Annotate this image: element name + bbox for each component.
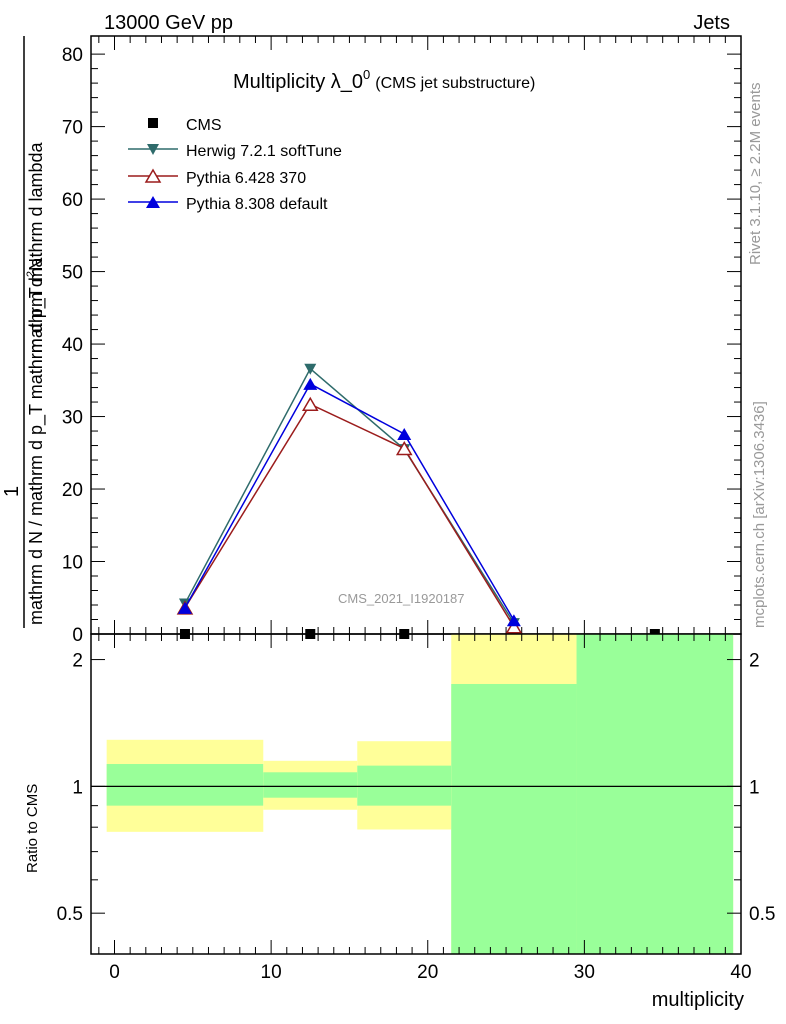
ratio-ylabel: Ratio to CMS <box>24 784 41 873</box>
main-y-tick-label: 0 <box>72 625 83 646</box>
herwig-point <box>304 363 317 375</box>
x-axis-label: multiplicity <box>652 989 744 1011</box>
legend-marker-cms <box>148 118 158 128</box>
pythia8-point <box>177 601 192 614</box>
plot-title-sub: (CMS jet substructure) <box>375 75 535 92</box>
legend-entry-pythia6: Pythia 6.428 370 <box>128 168 306 187</box>
ratio-y-tick-label: 1 <box>72 777 83 798</box>
legend-entry-herwig: Herwig 7.2.1 softTune <box>128 143 342 160</box>
ratio-x-tick-label: 0 <box>109 962 120 983</box>
legend-marker-pythia8 <box>146 196 160 208</box>
ratio-band-green <box>263 772 358 798</box>
pythia8-point <box>506 614 521 627</box>
ratio-x-tick-label: 40 <box>730 962 751 983</box>
pythia8-point <box>303 377 318 390</box>
pythia6-point <box>301 396 319 411</box>
pythia8-line <box>184 382 515 621</box>
ratio-x-tick-label: 30 <box>574 962 595 983</box>
header-left: 13000 GeV pp <box>104 12 233 34</box>
rivet-label: Rivet 3.1.10, ≥ 2.2M events <box>747 83 764 266</box>
ratio-y-tick-label: 2 <box>72 651 83 672</box>
ratio-x-tick-label: 20 <box>417 962 438 983</box>
legend-label-pythia8: Pythia 8.308 default <box>186 196 328 213</box>
main-y-tick-label: 80 <box>62 45 83 66</box>
legend-label-pythia6: Pythia 6.428 370 <box>186 170 306 187</box>
header-right: Jets <box>693 12 730 34</box>
ratio-y-tick-label-right: 2 <box>749 651 760 672</box>
ratio-band-green <box>451 683 577 954</box>
legend-entry-pythia8: Pythia 8.308 default <box>128 196 328 213</box>
main-y-tick-label: 40 <box>62 335 83 356</box>
legend-entry-cms: CMS <box>148 117 222 134</box>
ratio-plot-frame <box>90 633 742 955</box>
legend-label-herwig: Herwig 7.2.1 softTune <box>186 143 342 160</box>
legend-marker-herwig <box>147 144 159 155</box>
pythia6-point <box>505 619 523 634</box>
ylabel-denominator: mathrm d N / mathrm d p_T mathrm d p_T m… <box>26 142 47 625</box>
main-ylabel: 1 mathrm d2N mathrm d N / mathrm d p_T m… <box>1 36 47 628</box>
main-y-tick-label: 30 <box>62 408 83 429</box>
herwig-line <box>184 367 515 624</box>
main-y-tick-label: 20 <box>62 480 83 501</box>
ratio-y-tick-label-right: 1 <box>749 777 760 798</box>
legend-marker-pythia6 <box>144 168 162 183</box>
ratio-plot-panel: 0 10 20 30 40 0.5 0.5 1 1 2 2 <box>57 633 775 983</box>
plot-title-superscript: 0 <box>363 67 370 82</box>
ylabel-numerator-end: N <box>26 258 46 271</box>
pythia8-point <box>397 427 412 440</box>
ratio-x-tick-label: 10 <box>261 962 282 983</box>
ratio-band-green <box>106 764 264 806</box>
main-plot-panel: 0 10 20 30 40 50 60 70 80 <box>62 35 742 646</box>
ratio-band-green <box>576 634 734 954</box>
main-y-tick-label: 50 <box>62 263 83 284</box>
ratio-band-green <box>357 765 452 806</box>
plot-title-main: Multiplicity λ_0 <box>233 71 363 93</box>
legend: CMS Herwig 7.2.1 softTune Pythia 6.428 3… <box>128 117 342 213</box>
main-y-tick-label: 10 <box>62 553 83 574</box>
legend-label-cms: CMS <box>186 117 222 134</box>
ratio-y-tick-label: 0.5 <box>57 904 83 925</box>
analysis-watermark: CMS_2021_I1920187 <box>338 591 465 606</box>
ratio-y-tick-label-right: 0.5 <box>749 904 775 925</box>
ylabel-numerator: mathrm d2N <box>25 258 46 353</box>
ylabel-prefix: 1 <box>1 486 23 497</box>
plot-title: Multiplicity λ_00 (CMS jet substructure) <box>233 67 535 93</box>
pythia6-point <box>395 440 413 456</box>
ylabel-numerator-sup: 2 <box>25 271 37 277</box>
pythia6-line <box>184 403 515 628</box>
ylabel-numerator-small: mathrm d <box>26 277 46 353</box>
main-y-tick-label: 70 <box>62 118 83 139</box>
mcplots-label: mcplots.cern.ch [arXiv:1306.3436] <box>751 401 768 628</box>
main-y-tick-label: 60 <box>62 190 83 211</box>
